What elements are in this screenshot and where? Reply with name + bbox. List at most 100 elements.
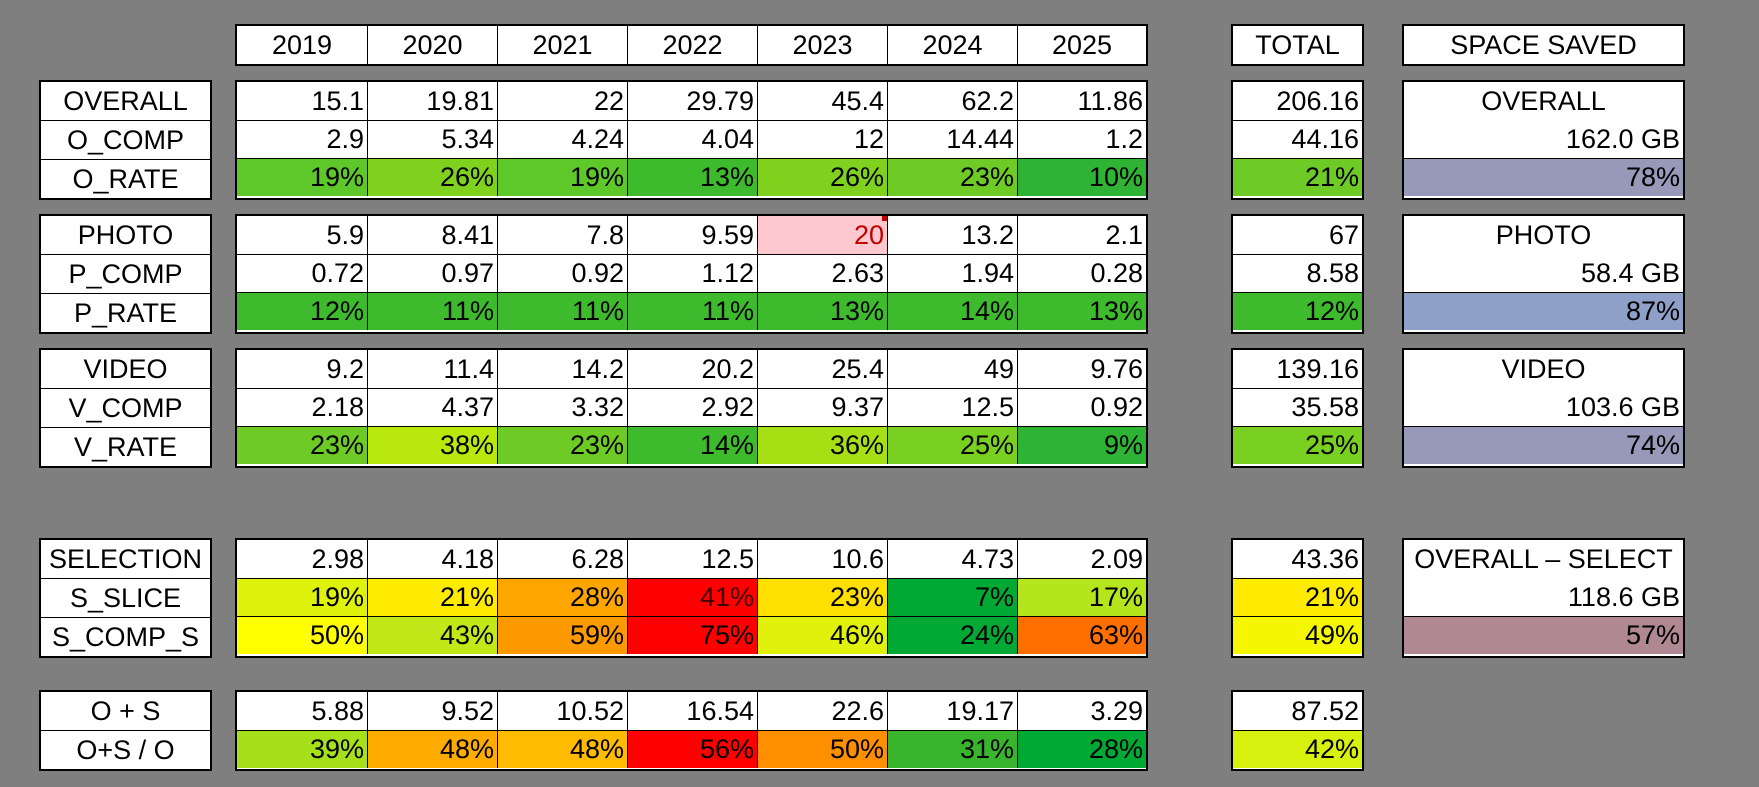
data-cell[interactable]: 50%	[237, 617, 367, 654]
data-cell[interactable]: 28%	[497, 579, 627, 616]
data-cell[interactable]: 9.37	[757, 389, 887, 426]
data-cell[interactable]: 2.18	[237, 389, 367, 426]
data-cell[interactable]: 5.88	[237, 692, 367, 730]
space-saved-amount[interactable]: 118.6 GB	[1567, 581, 1680, 612]
data-cell[interactable]: 24%	[887, 617, 1017, 654]
data-cell[interactable]: 48%	[367, 731, 497, 768]
data-cell[interactable]: 62.2	[887, 82, 1017, 120]
total-cell[interactable]: 87.52	[1291, 695, 1359, 726]
data-cell[interactable]: 9%	[1017, 427, 1146, 464]
total-cell[interactable]: 43.36	[1291, 543, 1359, 574]
data-cell[interactable]: 26%	[367, 159, 497, 196]
total-cell[interactable]: 139.16	[1276, 353, 1359, 384]
data-cell[interactable]: 43%	[367, 617, 497, 654]
total-cell[interactable]: 21%	[1233, 159, 1362, 196]
data-cell[interactable]: 56%	[627, 731, 757, 768]
data-cell[interactable]: 22	[497, 82, 627, 120]
data-cell[interactable]: 1.2	[1017, 121, 1146, 158]
data-cell[interactable]: 12.5	[627, 540, 757, 578]
total-cell[interactable]: 44.16	[1291, 124, 1359, 154]
data-cell[interactable]: 21%	[367, 579, 497, 616]
data-cell[interactable]: 31%	[887, 731, 1017, 768]
data-cell[interactable]: 9.52	[367, 692, 497, 730]
data-cell[interactable]: 4.37	[367, 389, 497, 426]
data-cell[interactable]: 45.4	[757, 82, 887, 120]
data-cell[interactable]: 14%	[887, 293, 1017, 330]
data-cell[interactable]: 9.2	[237, 350, 367, 388]
data-cell[interactable]: 1.12	[627, 255, 757, 292]
data-cell[interactable]: 0.92	[497, 255, 627, 292]
data-cell[interactable]: 0.28	[1017, 255, 1146, 292]
data-cell[interactable]: 2.1	[1017, 216, 1146, 254]
data-cell[interactable]: 25.4	[757, 350, 887, 388]
data-cell[interactable]: 9.76	[1017, 350, 1146, 388]
data-cell[interactable]: 0.97	[367, 255, 497, 292]
total-cell[interactable]: 25%	[1233, 427, 1362, 464]
data-cell[interactable]: 28%	[1017, 731, 1146, 768]
space-saved-amount[interactable]: 162.0 GB	[1565, 123, 1680, 154]
data-cell[interactable]: 2.09	[1017, 540, 1146, 578]
space-saved-amount[interactable]: 58.4 GB	[1580, 257, 1680, 288]
data-cell[interactable]: 12.5	[887, 389, 1017, 426]
space-saved-amount[interactable]: 103.6 GB	[1565, 391, 1680, 422]
data-cell[interactable]: 8.41	[367, 216, 497, 254]
data-cell[interactable]: 11.86	[1017, 82, 1146, 120]
data-cell[interactable]: 29.79	[627, 82, 757, 120]
data-cell[interactable]: 19.81	[367, 82, 497, 120]
data-cell[interactable]: 11.4	[367, 350, 497, 388]
data-cell[interactable]: 7%	[887, 579, 1017, 616]
data-cell[interactable]: 14.2	[497, 350, 627, 388]
data-cell[interactable]: 13%	[627, 159, 757, 196]
data-cell[interactable]: 19%	[237, 159, 367, 196]
data-cell[interactable]: 4.73	[887, 540, 1017, 578]
data-cell[interactable]: 17%	[1017, 579, 1146, 616]
data-cell[interactable]: 23%	[237, 427, 367, 464]
total-cell[interactable]: 49%	[1233, 617, 1362, 654]
data-cell[interactable]: 49	[887, 350, 1017, 388]
data-cell[interactable]: 19.17	[887, 692, 1017, 730]
total-cell[interactable]: 206.16	[1276, 85, 1359, 116]
data-cell[interactable]: 10%	[1017, 159, 1146, 196]
total-cell[interactable]: 21%	[1233, 579, 1362, 616]
data-cell[interactable]: 6.28	[497, 540, 627, 578]
data-cell[interactable]: 23%	[757, 579, 887, 616]
data-cell[interactable]: 13%	[757, 293, 887, 330]
data-cell[interactable]: 25%	[887, 427, 1017, 464]
data-cell[interactable]: 22.6	[757, 692, 887, 730]
data-cell[interactable]: 38%	[367, 427, 497, 464]
data-cell[interactable]: 26%	[757, 159, 887, 196]
data-cell[interactable]: 14.44	[887, 121, 1017, 158]
data-cell[interactable]: 48%	[497, 731, 627, 768]
data-cell[interactable]: 1.94	[887, 255, 1017, 292]
data-cell[interactable]: 39%	[237, 731, 367, 768]
data-cell[interactable]: 50%	[757, 731, 887, 768]
data-cell[interactable]: 16.54	[627, 692, 757, 730]
data-cell[interactable]: 59%	[497, 617, 627, 654]
data-cell[interactable]: 13.2	[887, 216, 1017, 254]
data-cell[interactable]: 23%	[887, 159, 1017, 196]
space-saved-pct[interactable]: 74%	[1404, 427, 1683, 464]
data-cell[interactable]: 11%	[367, 293, 497, 330]
data-cell[interactable]: 3.32	[497, 389, 627, 426]
data-cell[interactable]: 12	[757, 121, 887, 158]
data-cell[interactable]: 10.6	[757, 540, 887, 578]
data-cell[interactable]: 0.92	[1017, 389, 1146, 426]
data-cell[interactable]: 10.52	[497, 692, 627, 730]
total-cell[interactable]: 67	[1328, 219, 1359, 250]
data-cell[interactable]: 46%	[757, 617, 887, 654]
data-cell[interactable]: 7.8	[497, 216, 627, 254]
data-cell[interactable]: 41%	[627, 579, 757, 616]
total-cell[interactable]: 42%	[1233, 731, 1362, 768]
data-cell[interactable]: 23%	[497, 427, 627, 464]
data-cell[interactable]: 19%	[237, 579, 367, 616]
data-cell[interactable]: 20	[757, 216, 887, 254]
data-cell[interactable]: 5.9	[237, 216, 367, 254]
data-cell[interactable]: 20.2	[627, 350, 757, 388]
data-cell[interactable]: 5.34	[367, 121, 497, 158]
data-cell[interactable]: 2.63	[757, 255, 887, 292]
data-cell[interactable]: 0.72	[237, 255, 367, 292]
data-cell[interactable]: 4.18	[367, 540, 497, 578]
data-cell[interactable]: 3.29	[1017, 692, 1146, 730]
data-cell[interactable]: 2.98	[237, 540, 367, 578]
data-cell[interactable]: 14%	[627, 427, 757, 464]
